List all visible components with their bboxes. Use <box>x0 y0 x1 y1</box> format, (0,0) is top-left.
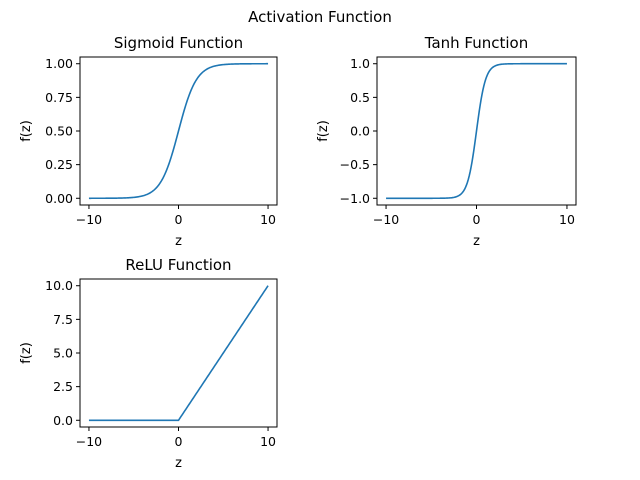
relu-y-tick-label: 2.5 <box>53 379 73 394</box>
relu-x-tick-label: 0 <box>175 434 183 449</box>
sigmoid-x-axis-label: z <box>175 234 182 249</box>
relu-x-tick-label: 10 <box>260 434 276 449</box>
tanh-y-axis-label: f(z) <box>316 120 331 142</box>
relu-title: ReLU Function <box>125 256 231 274</box>
sigmoid-title: Sigmoid Function <box>114 34 243 52</box>
figure-title: Activation Function <box>248 8 392 26</box>
tanh-x-tick-label: −10 <box>373 212 399 227</box>
tanh-x-tick-label: 10 <box>559 212 575 227</box>
relu-x-axis-label: z <box>175 456 182 471</box>
sigmoid-x-tick-label: 10 <box>260 212 276 227</box>
tanh-y-tick-label: 0.5 <box>350 90 370 105</box>
sigmoid-chart: −10 0 10 0.00 0.25 0.50 0.75 1.00 Sigmoid Functi… <box>19 34 278 249</box>
relu-y-axis-label: f(z) <box>19 342 34 364</box>
tanh-y-tick-label: 1.0 <box>350 56 370 71</box>
sigmoid-y-tick-label: 0.75 <box>45 90 73 105</box>
tanh-y-tick-label: 0.0 <box>350 124 370 139</box>
tanh-chart: −10 0 10 −1.0 −0.5 0.0 0.5 1.0 Tanh Function z f(z… <box>316 34 577 249</box>
relu-x-tick-label: −10 <box>76 434 102 449</box>
tanh-y-tick-label: −1.0 <box>340 191 370 206</box>
relu-y-tick-label: 10.0 <box>45 278 73 293</box>
tanh-x-axis-label: z <box>473 234 480 249</box>
relu-y-tick-label: 7.5 <box>53 312 73 327</box>
sigmoid-x-tick-label: −10 <box>76 212 102 227</box>
tanh-series-line <box>386 62 567 200</box>
sigmoid-series-line <box>88 62 269 200</box>
sigmoid-y-tick-label: 1.00 <box>45 56 73 71</box>
tanh-title: Tanh Function <box>424 34 528 52</box>
tanh-x-tick-label: 0 <box>473 212 481 227</box>
sigmoid-y-tick-label: 0.00 <box>45 191 73 206</box>
relu-series-line <box>88 285 269 422</box>
relu-y-tick-label: 0.0 <box>53 413 73 428</box>
relu-chart: −10 0 10 0.0 2.5 5.0 7.5 10.0 ReLU Function z f(z) <box>19 256 278 471</box>
sigmoid-x-tick-label: 0 <box>175 212 183 227</box>
sigmoid-y-axis-label: f(z) <box>19 120 34 142</box>
relu-y-tick-label: 5.0 <box>53 346 73 361</box>
sigmoid-y-tick-label: 0.50 <box>45 124 73 139</box>
sigmoid-y-tick-label: 0.25 <box>45 157 73 172</box>
tanh-y-tick-label: −0.5 <box>340 157 370 172</box>
